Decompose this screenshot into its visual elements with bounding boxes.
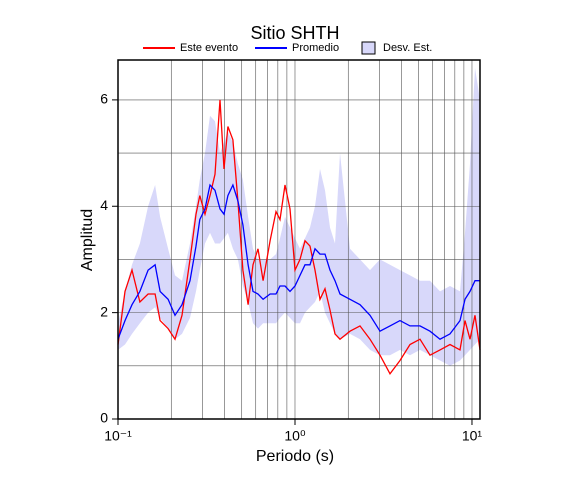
legend-label: Este evento bbox=[180, 42, 238, 54]
std-band bbox=[118, 68, 480, 366]
y-tick-label: 4 bbox=[100, 197, 108, 213]
x-axis-label: Periodo (s) bbox=[256, 448, 334, 465]
plot-frame bbox=[117, 59, 481, 420]
legend-swatch bbox=[361, 41, 376, 55]
y-tick-label: 6 bbox=[100, 91, 108, 107]
x-tick-label: 10¹ bbox=[462, 428, 483, 444]
series-line bbox=[117, 183, 480, 340]
x-tick-label: 10⁻¹ bbox=[104, 428, 132, 444]
chart-title: Sitio SHTH bbox=[250, 23, 339, 43]
legend-label: Desv. Est. bbox=[383, 42, 432, 54]
legend-label: Promedio bbox=[292, 42, 339, 54]
y-tick-label: 0 bbox=[100, 410, 108, 426]
x-tick-label: 10⁰ bbox=[284, 428, 306, 444]
y-tick-label: 2 bbox=[100, 303, 108, 319]
y-axis-label: Amplitud bbox=[79, 209, 96, 271]
